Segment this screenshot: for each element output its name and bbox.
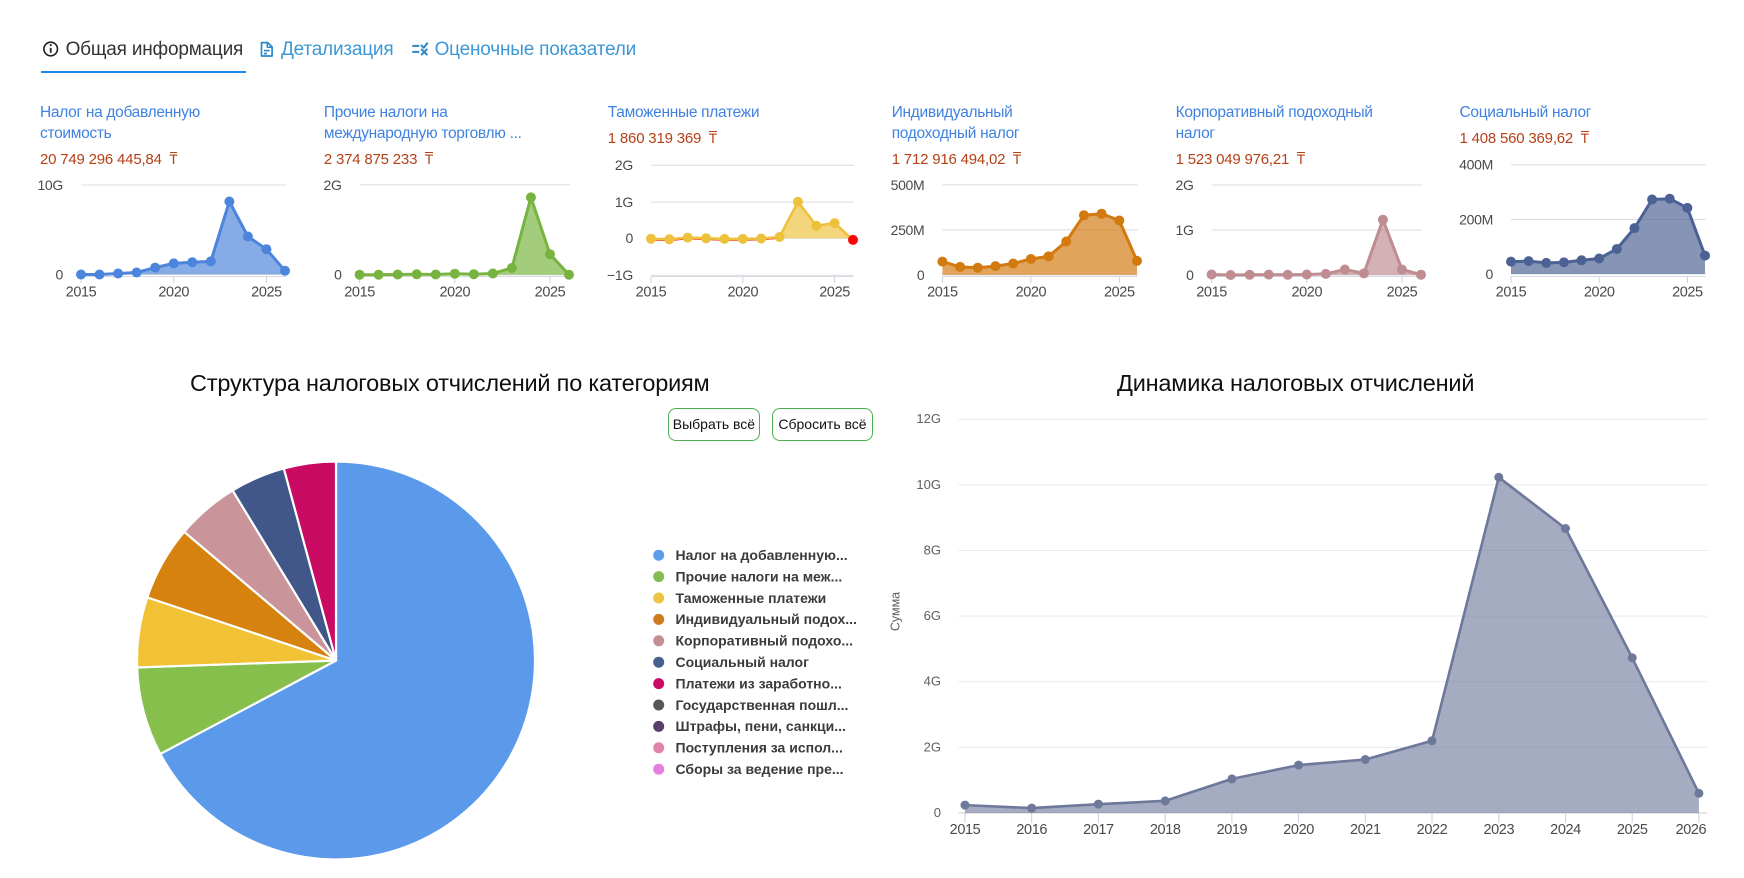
svg-text:2015: 2015 <box>344 285 375 301</box>
svg-text:0: 0 <box>934 805 941 820</box>
svg-text:6G: 6G <box>924 608 941 623</box>
svg-text:400M: 400M <box>1459 157 1493 173</box>
svg-text:0: 0 <box>1186 267 1194 283</box>
svg-text:0: 0 <box>625 230 633 246</box>
svg-text:2020: 2020 <box>439 285 470 301</box>
svg-text:2019: 2019 <box>1217 822 1248 838</box>
svg-text:−1G: −1G <box>607 267 633 283</box>
svg-text:Сумма: Сумма <box>889 592 903 631</box>
svg-text:200M: 200M <box>1459 211 1493 227</box>
svg-text:2022: 2022 <box>1417 822 1448 838</box>
svg-text:2020: 2020 <box>158 285 189 301</box>
svg-text:2015: 2015 <box>66 285 97 301</box>
svg-text:2025: 2025 <box>1617 822 1648 838</box>
svg-text:Сборы за ведение пре...: Сборы за ведение пре... <box>676 761 844 777</box>
svg-text:2G: 2G <box>323 177 341 193</box>
svg-text:2G: 2G <box>924 739 941 754</box>
svg-text:Социальный налог: Социальный налог <box>676 654 810 670</box>
svg-text:2016: 2016 <box>1016 822 1047 838</box>
svg-text:Корпоративный подохо...: Корпоративный подохо... <box>676 633 854 649</box>
svg-text:2015: 2015 <box>950 822 981 838</box>
svg-text:10G: 10G <box>916 477 941 492</box>
svg-text:Налог на добавленную...: Налог на добавленную... <box>676 547 848 563</box>
svg-text:4G: 4G <box>924 674 941 689</box>
svg-text:500M: 500M <box>890 177 924 193</box>
svg-text:2025: 2025 <box>1672 285 1703 301</box>
svg-text:1G: 1G <box>1175 222 1193 238</box>
svg-text:2021: 2021 <box>1350 822 1381 838</box>
svg-text:2023: 2023 <box>1483 822 1514 838</box>
svg-text:2026: 2026 <box>1676 822 1707 838</box>
svg-text:250M: 250M <box>890 222 924 238</box>
svg-text:2020: 2020 <box>1015 285 1046 301</box>
svg-text:2020: 2020 <box>1583 285 1614 301</box>
svg-text:2015: 2015 <box>1495 285 1526 301</box>
svg-text:0: 0 <box>334 267 342 283</box>
svg-text:0: 0 <box>56 266 64 282</box>
svg-text:2015: 2015 <box>927 285 958 301</box>
svg-text:Государственная пошл...: Государственная пошл... <box>676 697 849 713</box>
svg-text:2024: 2024 <box>1550 822 1581 838</box>
svg-text:2G: 2G <box>615 157 633 173</box>
svg-text:2018: 2018 <box>1150 822 1181 838</box>
svg-text:2025: 2025 <box>1386 285 1417 301</box>
svg-text:Платежи из заработно...: Платежи из заработно... <box>676 675 842 691</box>
svg-text:2025: 2025 <box>251 285 282 301</box>
svg-text:2015: 2015 <box>635 285 666 301</box>
svg-text:2017: 2017 <box>1083 822 1114 838</box>
svg-text:0: 0 <box>917 267 925 283</box>
svg-text:2015: 2015 <box>1196 285 1227 301</box>
svg-text:0: 0 <box>1485 266 1493 282</box>
svg-text:2020: 2020 <box>727 285 758 301</box>
svg-text:2G: 2G <box>1175 177 1193 193</box>
svg-text:Штрафы, пени, санкци...: Штрафы, пени, санкци... <box>676 718 846 734</box>
svg-text:2025: 2025 <box>535 285 566 301</box>
svg-text:2020: 2020 <box>1291 285 1322 301</box>
svg-text:Индивидуальный подох...: Индивидуальный подох... <box>676 611 857 627</box>
svg-text:2025: 2025 <box>1104 285 1135 301</box>
svg-text:2025: 2025 <box>819 285 850 301</box>
svg-text:1G: 1G <box>615 194 633 210</box>
svg-text:Поступления за испол...: Поступления за испол... <box>676 740 843 756</box>
svg-text:Прочие налоги на меж...: Прочие налоги на меж... <box>676 568 843 584</box>
svg-text:8G: 8G <box>924 543 941 558</box>
svg-text:12G: 12G <box>916 411 941 426</box>
svg-text:10G: 10G <box>37 177 63 193</box>
svg-text:2020: 2020 <box>1283 822 1314 838</box>
svg-text:Таможенные платежи: Таможенные платежи <box>676 590 827 606</box>
